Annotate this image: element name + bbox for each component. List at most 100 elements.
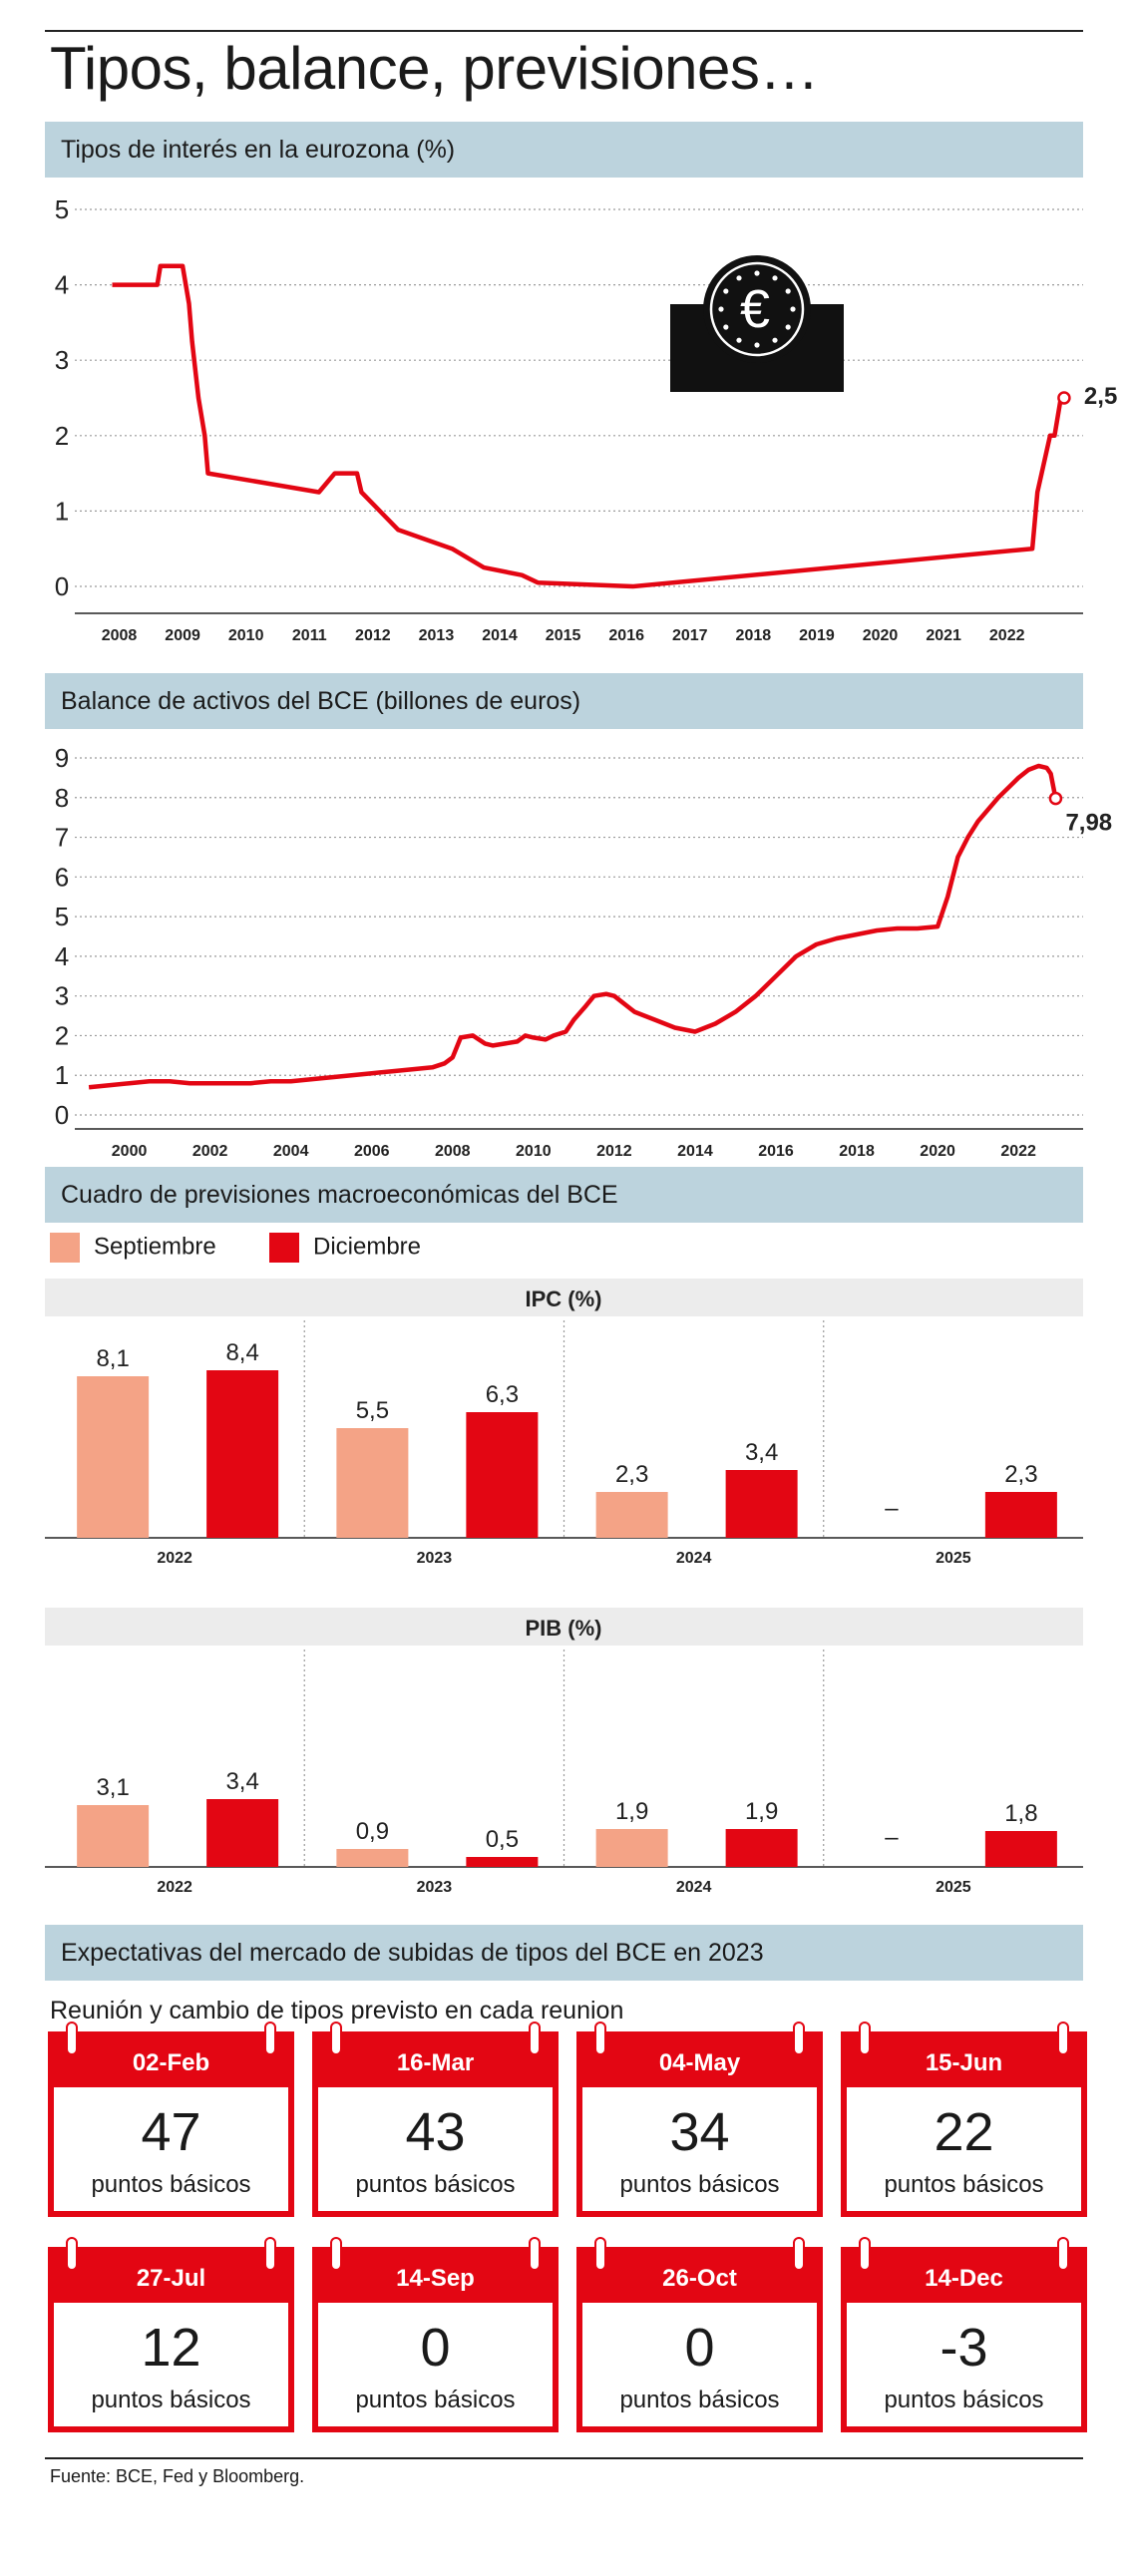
- meeting-bp-value: 47: [141, 2102, 201, 2162]
- end-value-label: 2,5: [1084, 383, 1117, 410]
- legend-label-septiembre: Septiembre: [94, 1233, 216, 1261]
- bar-diciembre: [984, 1831, 1057, 1867]
- source-note: Fuente: BCE, Fed y Bloomberg.: [50, 2466, 305, 2486]
- category-label: 2023: [417, 1879, 453, 1896]
- bar-value-label: 1,9: [745, 1798, 778, 1825]
- meeting-date: 15-Jun: [925, 2049, 1003, 2076]
- end-value-label: 7,98: [1065, 810, 1112, 837]
- bar-value-label: 2,3: [615, 1461, 648, 1488]
- bar-value-label: 1,8: [1004, 1800, 1037, 1827]
- legend-swatch-diciembre: [269, 1233, 299, 1263]
- x-tick-label: 2009: [165, 627, 200, 644]
- panel-header: [45, 1608, 1083, 1646]
- balance-chart: 0 1 2 3 4 5 6 7 8 9 2000 2002 2004 2006 2008 2010 2012 20…: [55, 743, 1112, 1157]
- y-tick-label: 0: [55, 1100, 69, 1130]
- top-rule: [45, 30, 1083, 32]
- y-tick-label: 1: [55, 1060, 69, 1090]
- meeting-bp-unit: puntos básicos: [619, 2171, 780, 2198]
- bar-septiembre: [77, 1376, 150, 1538]
- legend-item-diciembre: Diciembre: [269, 1233, 421, 1263]
- section-header-expectations: Expectativas del mercado de subidas de t…: [45, 1925, 1083, 1981]
- euro-star: [790, 306, 796, 312]
- meeting-body: 47 puntos básicos: [54, 2087, 288, 2211]
- x-tick-label: 2008: [435, 1143, 471, 1157]
- x-tick-label: 2010: [228, 627, 264, 644]
- euro-star: [785, 288, 791, 294]
- meeting-date: 14-Dec: [925, 2265, 1003, 2292]
- category-label: 2025: [936, 1550, 971, 1567]
- calendar-ring-left: [66, 2022, 78, 2055]
- bar-diciembre: [725, 1470, 798, 1538]
- rates-chart-title: Tipos de interés en la eurozona (%): [61, 136, 456, 164]
- bar-septiembre: [77, 1805, 150, 1867]
- bar-value-label: 3,4: [225, 1768, 258, 1795]
- bar-diciembre: [206, 1799, 279, 1867]
- y-tick-label: 7: [55, 823, 69, 853]
- meeting-body: 12 puntos básicos: [54, 2303, 288, 2426]
- bar-diciembre: [466, 1412, 539, 1538]
- y-tick-label: 4: [55, 941, 69, 971]
- bar-value-label: 8,4: [225, 1339, 258, 1366]
- meeting-date: 04-May: [658, 2049, 741, 2076]
- euro-star: [736, 337, 742, 343]
- x-tick-label: 2014: [482, 627, 518, 644]
- no-value-label: –: [885, 1495, 899, 1522]
- meeting-card-02-feb: 02-Feb 47 puntos básicos: [48, 2022, 294, 2217]
- expectations-title: Expectativas del mercado de subidas de t…: [61, 1939, 764, 1967]
- bar-diciembre: [206, 1370, 279, 1538]
- calendar-ring-left: [594, 2022, 606, 2055]
- meeting-bp-unit: puntos básicos: [355, 2387, 516, 2413]
- x-tick-label: 2021: [926, 627, 961, 644]
- end-point-marker: [1048, 791, 1063, 806]
- meeting-bp-value: 0: [684, 2318, 715, 2378]
- euro-star: [754, 342, 760, 348]
- calendar-ring-right: [1057, 2237, 1069, 2271]
- x-tick-label: 2016: [608, 627, 644, 644]
- legend-item-septiembre: Septiembre: [50, 1233, 216, 1263]
- meeting-bp-value: 43: [405, 2102, 466, 2162]
- balance-chart-title: Balance de activos del BCE (billones de …: [61, 687, 581, 715]
- calendar-ring-left: [594, 2237, 606, 2271]
- meeting-date: 27-Jul: [136, 2265, 206, 2292]
- data-line: [112, 263, 1064, 589]
- bar-value-label: 2,3: [1004, 1461, 1037, 1488]
- bar-value-label: 0,5: [486, 1826, 519, 1853]
- calendar-ring-left: [66, 2237, 78, 2271]
- x-tick-label: 2022: [1000, 1143, 1036, 1157]
- y-tick-label: 9: [55, 743, 69, 773]
- meeting-date: 26-Oct: [662, 2265, 737, 2292]
- legend-label-diciembre: Diciembre: [313, 1233, 422, 1261]
- meeting-body: -3 puntos básicos: [847, 2303, 1081, 2426]
- bar-value-label: 5,5: [356, 1397, 389, 1424]
- y-tick-label: 6: [55, 862, 69, 892]
- x-tick-label: 2019: [799, 627, 835, 644]
- meeting-bp-value: 12: [141, 2318, 201, 2378]
- y-tick-label: 2: [55, 421, 69, 451]
- x-tick-label: 2013: [419, 627, 455, 644]
- panel-title: PIB (%): [526, 1616, 602, 1641]
- calendar-ring-right: [264, 2022, 276, 2055]
- legend-swatch-septiembre: [50, 1233, 80, 1263]
- x-tick-label: 2014: [677, 1143, 713, 1157]
- calendar-ring-right: [529, 2022, 541, 2055]
- x-tick-label: 2010: [516, 1143, 552, 1157]
- euro-star: [772, 275, 778, 281]
- y-tick-label: 5: [55, 902, 69, 931]
- x-tick-label: 2012: [355, 627, 391, 644]
- meeting-bp-unit: puntos básicos: [884, 2387, 1044, 2413]
- calendar-ring-left: [859, 2237, 871, 2271]
- calendar-ring-right: [264, 2237, 276, 2271]
- meeting-card-27-jul: 27-Jul 12 puntos básicos: [48, 2237, 294, 2432]
- x-tick-label: 2020: [920, 1143, 955, 1157]
- bottom-rule: [45, 2457, 1083, 2459]
- x-tick-label: 2000: [112, 1143, 148, 1157]
- x-tick-label: 2018: [839, 1143, 875, 1157]
- x-tick-label: 2002: [192, 1143, 228, 1157]
- category-label: 2024: [676, 1550, 712, 1567]
- calendar-ring-left: [330, 2237, 342, 2271]
- category-label: 2024: [676, 1879, 712, 1896]
- pib-chart: PIB (%) 2022 3,1 3,4 2023 0,9 0,5 2024 1,9 1,9 202…: [45, 1608, 1083, 1896]
- y-tick-label: 5: [55, 194, 69, 224]
- section-header-rates: Tipos de interés en la eurozona (%): [45, 122, 1083, 178]
- meeting-card-14-sep: 14-Sep 0 puntos básicos: [312, 2237, 559, 2432]
